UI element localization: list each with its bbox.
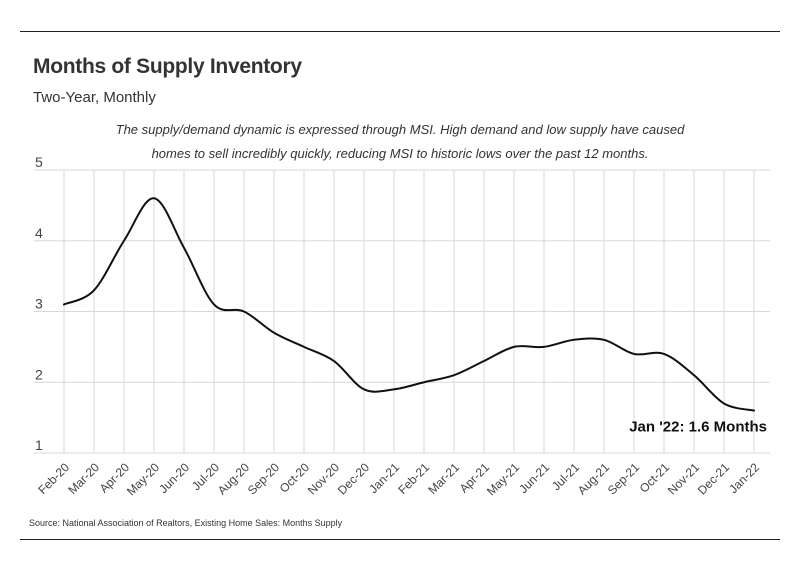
x-tick-label: Jun-20 (156, 460, 192, 496)
x-axis: Feb-20Mar-20Apr-20May-20Jun-20Jul-20Aug-… (35, 460, 762, 498)
x-tick-label: Sep-21 (605, 460, 642, 497)
source-note: Source: National Association of Realtors… (29, 518, 343, 528)
chart-note-line-1: The supply/demand dynamic is expressed t… (115, 122, 685, 137)
x-tick-label: Jan-22 (726, 460, 762, 496)
y-tick-label: 1 (35, 437, 43, 453)
last-value-annotation: Jan '22: 1.6 Months (629, 419, 767, 436)
y-tick-label: 3 (35, 296, 43, 312)
x-tick-label: Sep-20 (245, 460, 282, 497)
x-tick-label: Feb-20 (35, 460, 72, 497)
x-tick-label: Nov-20 (305, 460, 342, 497)
x-tick-label: Feb-21 (395, 460, 432, 497)
x-tick-label: Nov-21 (665, 460, 702, 497)
x-tick-label: Mar-20 (65, 460, 102, 497)
line-chart: 1 2 3 4 5 Feb-20Mar-20Apr-20May-20Jun-20Jul-… (34, 154, 770, 498)
x-tick-label: Dec-21 (695, 460, 732, 497)
grid-layer (34, 169, 770, 454)
y-tick-label: 4 (35, 225, 43, 241)
top-rule (20, 31, 780, 32)
x-tick-label: Mar-21 (425, 460, 462, 497)
y-tick-label: 5 (35, 154, 43, 170)
x-tick-label: Aug-21 (575, 460, 612, 497)
x-tick-label: May-21 (484, 460, 522, 498)
x-tick-label: Jan-21 (366, 460, 402, 496)
x-tick-label: Jun-21 (516, 460, 552, 496)
x-tick-label: Dec-20 (335, 460, 372, 497)
series-line (63, 197, 755, 412)
y-axis: 1 2 3 4 5 (35, 154, 43, 453)
chart-title: Months of Supply Inventory (33, 55, 302, 78)
y-tick-label: 2 (35, 366, 43, 382)
chart-subtitle: Two-Year, Monthly (33, 89, 156, 106)
x-tick-label: May-20 (124, 460, 162, 498)
chart-note-line-2: homes to sell incredibly quickly, reduci… (151, 146, 649, 161)
bottom-rule (20, 539, 780, 540)
x-tick-label: Aug-20 (215, 460, 252, 497)
